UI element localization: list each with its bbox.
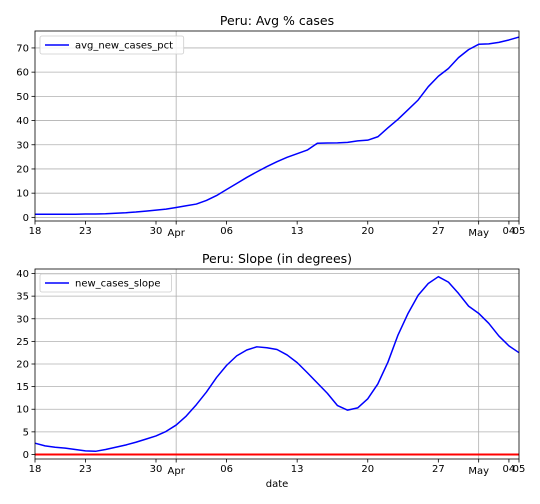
y-tick-label: 35 bbox=[16, 292, 29, 303]
y-tick-label: 30 bbox=[16, 314, 29, 325]
x-tick-label: 20 bbox=[361, 464, 374, 475]
legend-label: avg_new_cases_pct bbox=[75, 41, 173, 52]
x-tick-label: 23 bbox=[79, 226, 92, 237]
legend: new_cases_slope bbox=[40, 274, 172, 292]
y-tick-label: 60 bbox=[16, 68, 29, 79]
series-line-avg_new_cases_pct bbox=[35, 37, 519, 214]
y-tick-label: 15 bbox=[16, 382, 29, 393]
chart-2: Peru: Slope (in degrees)0510152025303540… bbox=[16, 251, 525, 490]
y-tick-label: 40 bbox=[16, 269, 29, 280]
x-tick-label: 05 bbox=[513, 464, 526, 475]
y-tick-label: 50 bbox=[16, 92, 29, 103]
y-tick-label: 10 bbox=[16, 189, 29, 200]
y-tick-label: 25 bbox=[16, 337, 29, 348]
x-tick-label: 18 bbox=[29, 464, 42, 475]
plot-frame bbox=[35, 31, 519, 221]
x-tick-label: 18 bbox=[29, 226, 42, 237]
x-tick-label: May bbox=[468, 228, 489, 239]
y-tick-label: 0 bbox=[23, 213, 29, 224]
y-tick-label: 40 bbox=[16, 116, 29, 127]
y-tick-label: 0 bbox=[23, 450, 29, 461]
x-tick-label: 06 bbox=[220, 226, 233, 237]
x-tick-label: 27 bbox=[432, 226, 445, 237]
y-tick-label: 20 bbox=[16, 360, 29, 371]
x-tick-label: 30 bbox=[150, 464, 163, 475]
x-tick-label: 13 bbox=[291, 226, 304, 237]
y-tick-label: 70 bbox=[16, 43, 29, 54]
y-tick-label: 5 bbox=[23, 427, 29, 438]
x-tick-label: 06 bbox=[220, 464, 233, 475]
x-tick-label: 27 bbox=[432, 464, 445, 475]
x-tick-label: 20 bbox=[361, 226, 374, 237]
chart-title: Peru: Avg % cases bbox=[220, 13, 334, 28]
x-tick-label: 30 bbox=[150, 226, 163, 237]
legend: avg_new_cases_pct bbox=[40, 36, 184, 54]
chart-1: Peru: Avg % cases 0 10 20 30 40 50 60 70 18 23 30 Ap… bbox=[16, 13, 525, 239]
y-tick-label: 30 bbox=[16, 140, 29, 151]
y-tick-label: 20 bbox=[16, 164, 29, 175]
x-tick-label: Apr bbox=[168, 228, 186, 239]
x-tick-label: 13 bbox=[291, 464, 304, 475]
chart-title: Peru: Slope (in degrees) bbox=[202, 251, 352, 266]
legend-label: new_cases_slope bbox=[75, 279, 160, 290]
x-axis-label: date bbox=[266, 479, 289, 490]
x-tick-label: 05 bbox=[513, 226, 526, 237]
y-tick-label: 10 bbox=[16, 405, 29, 416]
x-tick-label: 23 bbox=[79, 464, 92, 475]
x-tick-label: Apr bbox=[168, 466, 186, 477]
x-tick-label: May bbox=[468, 466, 489, 477]
